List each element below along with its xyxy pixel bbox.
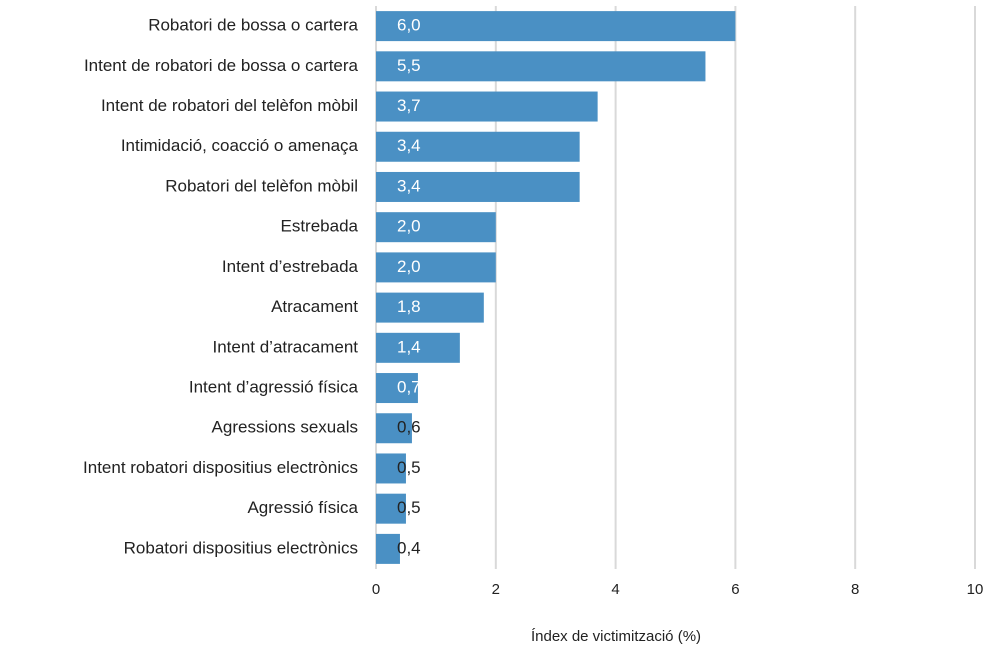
data-label: 2,0 bbox=[397, 217, 421, 236]
y-tick-label: Intent robatori dispositius electrònics bbox=[83, 458, 358, 477]
data-label: 0,6 bbox=[397, 418, 421, 437]
y-tick-label: Intimidació, coacció o amenaça bbox=[121, 136, 359, 155]
y-tick-label: Intent d’agressió física bbox=[189, 378, 359, 397]
x-tick-label: 0 bbox=[372, 581, 380, 598]
bar bbox=[376, 131, 580, 162]
y-tick-label: Agressió física bbox=[247, 498, 358, 517]
data-label: 0,7 bbox=[397, 378, 421, 397]
y-tick-label: Intent d’atracament bbox=[212, 337, 358, 356]
data-label: 0,5 bbox=[397, 498, 421, 517]
data-label: 3,7 bbox=[397, 96, 421, 115]
y-tick-label: Atracament bbox=[271, 297, 358, 316]
bar bbox=[376, 533, 400, 564]
y-tick-label: Robatori del telèfon mòbil bbox=[165, 176, 358, 195]
data-label: 1,8 bbox=[397, 297, 421, 316]
bar bbox=[376, 252, 496, 283]
y-tick-label: Robatori de bossa o cartera bbox=[148, 16, 358, 35]
y-tick-label: Robatori dispositius electrònics bbox=[124, 538, 358, 557]
bar bbox=[376, 11, 736, 42]
data-label: 2,0 bbox=[397, 257, 421, 276]
x-tick-label: 2 bbox=[492, 581, 500, 598]
y-tick-label: Estrebada bbox=[281, 217, 359, 236]
x-tick-label: 6 bbox=[731, 581, 739, 598]
bar bbox=[376, 292, 484, 323]
bar bbox=[376, 373, 418, 404]
x-tick-label: 8 bbox=[851, 581, 859, 598]
data-label: 1,4 bbox=[397, 337, 421, 356]
bar bbox=[376, 91, 598, 122]
y-tick-label: Intent de robatori de bossa o cartera bbox=[84, 56, 359, 75]
bar bbox=[376, 493, 406, 524]
data-label: 3,4 bbox=[397, 176, 421, 195]
bar bbox=[376, 453, 406, 484]
x-tick-label: 10 bbox=[967, 581, 984, 598]
bar bbox=[376, 212, 496, 243]
bar bbox=[376, 332, 460, 363]
bar bbox=[376, 413, 412, 444]
y-tick-label: Intent d’estrebada bbox=[222, 257, 359, 276]
data-label: 3,4 bbox=[397, 136, 421, 155]
data-label: 6,0 bbox=[397, 16, 421, 35]
bar bbox=[376, 51, 706, 82]
x-tick-label: 4 bbox=[611, 581, 619, 598]
x-axis-title: Índex de victimització (%) bbox=[531, 628, 701, 645]
y-tick-label: Intent de robatori del telèfon mòbil bbox=[101, 96, 358, 115]
data-label: 5,5 bbox=[397, 56, 421, 75]
data-label: 0,4 bbox=[397, 538, 421, 557]
data-label: 0,5 bbox=[397, 458, 421, 477]
y-tick-label: Agressions sexuals bbox=[212, 418, 358, 437]
bar bbox=[376, 171, 580, 202]
